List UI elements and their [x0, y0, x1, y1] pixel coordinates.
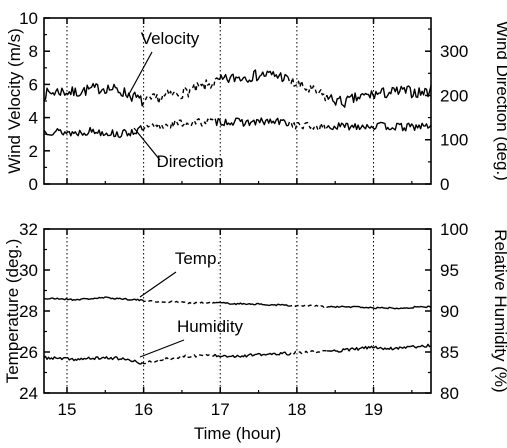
- y-tick-label: 8: [29, 42, 38, 61]
- series-line-velocity: [326, 85, 432, 108]
- y2-tick-label: 90: [440, 302, 459, 321]
- series-line-temp: [288, 304, 328, 308]
- series-line-humidity: [326, 343, 432, 353]
- series-line-humidity: [141, 353, 216, 365]
- x-axis-title: Time (hour): [194, 424, 281, 443]
- y2-tick-label: 85: [440, 343, 459, 362]
- y-tick-label: 0: [29, 175, 38, 194]
- series-line-direction: [287, 120, 328, 131]
- series-line-temp: [44, 296, 143, 302]
- series-line-temp: [326, 305, 432, 310]
- series-line-direction: [326, 121, 432, 132]
- series-line-velocity: [141, 78, 216, 107]
- series-line-humidity: [43, 355, 143, 365]
- y2-tick-label: 80: [440, 384, 459, 403]
- y-tick-label: 10: [19, 9, 38, 28]
- series-line-humidity: [214, 351, 289, 358]
- plot-frame: [43, 228, 432, 394]
- series-line-humidity: [287, 349, 327, 356]
- annotation-label: Temp.: [175, 249, 221, 268]
- annotation-leader-line: [139, 339, 185, 358]
- annotation-leader-line: [133, 127, 161, 161]
- y2-axis-title: Wind Direction (deg.): [493, 21, 507, 181]
- y-tick-label: 4: [29, 109, 38, 128]
- x-tick-label: 19: [364, 400, 383, 419]
- series-line-velocity: [43, 82, 143, 107]
- series-line-temp: [214, 301, 289, 307]
- x-tick-label: 15: [58, 400, 77, 419]
- annotation-label: Direction: [156, 152, 223, 171]
- y-axis-title: Temperature (deg.): [3, 239, 22, 384]
- plot-frame: [43, 17, 432, 185]
- y-tick-label: 24: [19, 384, 38, 403]
- y-tick-label: 32: [19, 220, 38, 239]
- annotation-label: Velocity: [141, 29, 200, 48]
- annotation-leader-line: [127, 51, 153, 97]
- y-tick-label: 30: [19, 261, 38, 280]
- x-tick-label: 17: [211, 400, 230, 419]
- series-line-direction: [214, 117, 289, 127]
- y2-tick-label: 200: [440, 86, 468, 105]
- y-tick-label: 2: [29, 142, 38, 161]
- x-tick-label: 16: [134, 400, 153, 419]
- y-tick-label: 28: [19, 302, 38, 321]
- y2-axis-title: Relative Humidity (%): [491, 229, 507, 392]
- panel-bottom: 24 26 28 30 32 80 85 90 95 100 15 16 17 18 19 Temperatu…: [3, 220, 507, 443]
- series-line-direction: [43, 125, 143, 139]
- y2-tick-label: 0: [440, 175, 449, 194]
- y2-tick-label: 300: [440, 42, 468, 61]
- y2-tick-label: 100: [440, 131, 468, 150]
- annotation-leader-line: [139, 271, 177, 298]
- y-tick-label: 26: [19, 343, 38, 362]
- series-line-temp: [141, 299, 216, 305]
- y2-tick-label: 95: [440, 261, 459, 280]
- y2-tick-label: 100: [440, 220, 468, 239]
- series-line-direction: [141, 118, 216, 131]
- annotation-label: Humidity: [177, 317, 244, 336]
- y-axis-title: Wind Velocity (m/s): [5, 28, 24, 173]
- y-tick-label: 6: [29, 75, 38, 94]
- series-line-velocity: [287, 76, 328, 102]
- series-line-velocity: [214, 69, 289, 84]
- x-tick-label: 18: [287, 400, 306, 419]
